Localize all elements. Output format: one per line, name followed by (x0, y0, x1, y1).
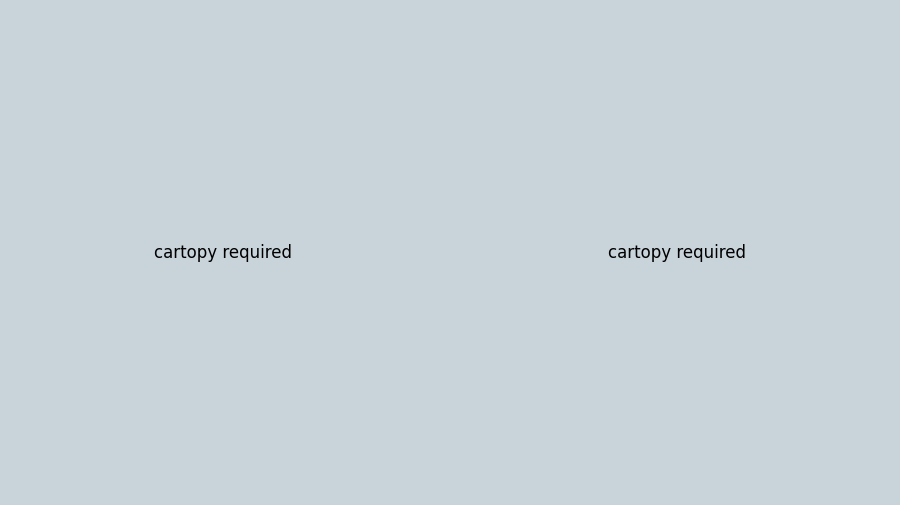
Text: cartopy required: cartopy required (608, 243, 746, 262)
Text: cartopy required: cartopy required (154, 243, 292, 262)
